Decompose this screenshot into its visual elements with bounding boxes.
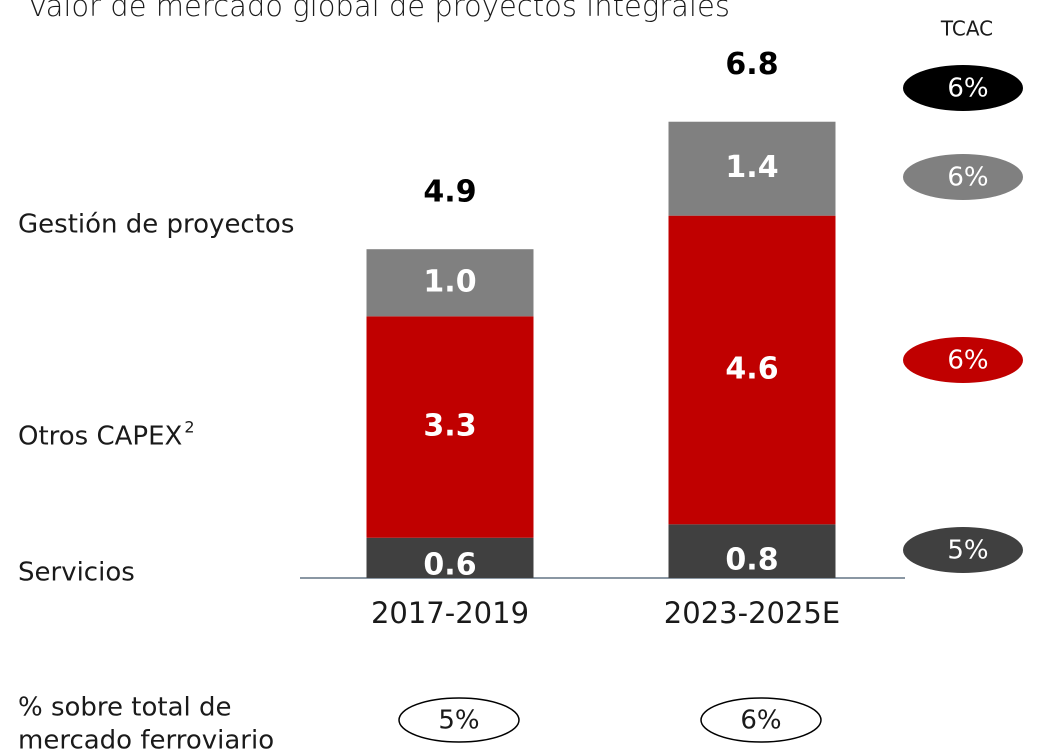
- cagr-pill: [903, 527, 1023, 573]
- cagr-pill: [903, 65, 1023, 111]
- segment-label: 0.8: [725, 543, 778, 578]
- legend-label: Servicios: [18, 558, 135, 588]
- cagr-label: 6%: [947, 163, 988, 193]
- legend-note: 2: [184, 418, 194, 437]
- segment-label: 1.0: [423, 264, 476, 299]
- bar-segment: [366, 537, 534, 578]
- bar-segment: [668, 121, 836, 216]
- cagr-label: 6%: [947, 346, 988, 376]
- segment-label: 4.6: [725, 351, 778, 386]
- legend-label: Gestión de proyectos: [18, 210, 294, 240]
- bar-segment: [668, 524, 836, 578]
- share-value: 5%: [438, 706, 479, 736]
- legend-label: Otros CAPEX: [18, 422, 182, 452]
- cagr-label: 5%: [947, 536, 988, 566]
- cagr-label: 6%: [947, 74, 988, 104]
- x-tick-label: 2017-2019: [371, 596, 529, 630]
- share-value: 6%: [740, 706, 781, 736]
- segment-label: 1.4: [725, 150, 778, 185]
- bar-segment: [366, 249, 534, 317]
- total-label: 4.9: [423, 175, 476, 210]
- cagr-title: TCAC: [940, 17, 993, 41]
- share-pill: [398, 697, 520, 743]
- cagr-pill: [903, 154, 1023, 200]
- x-tick-label: 2023-2025E: [664, 596, 840, 630]
- share-title: % sobre total de: [18, 693, 232, 723]
- bar-segment: [366, 316, 534, 538]
- bar-segment: [668, 215, 836, 525]
- segment-label: 0.6: [423, 548, 476, 583]
- cagr-pill: [903, 337, 1023, 383]
- segment-label: 3.3: [423, 409, 476, 444]
- total-label: 6.8: [725, 47, 778, 82]
- chart-title: Valor de mercado global de proyectos int…: [28, 0, 730, 23]
- share-pill: [700, 697, 822, 743]
- share-title: mercado ferroviario: [18, 726, 274, 756]
